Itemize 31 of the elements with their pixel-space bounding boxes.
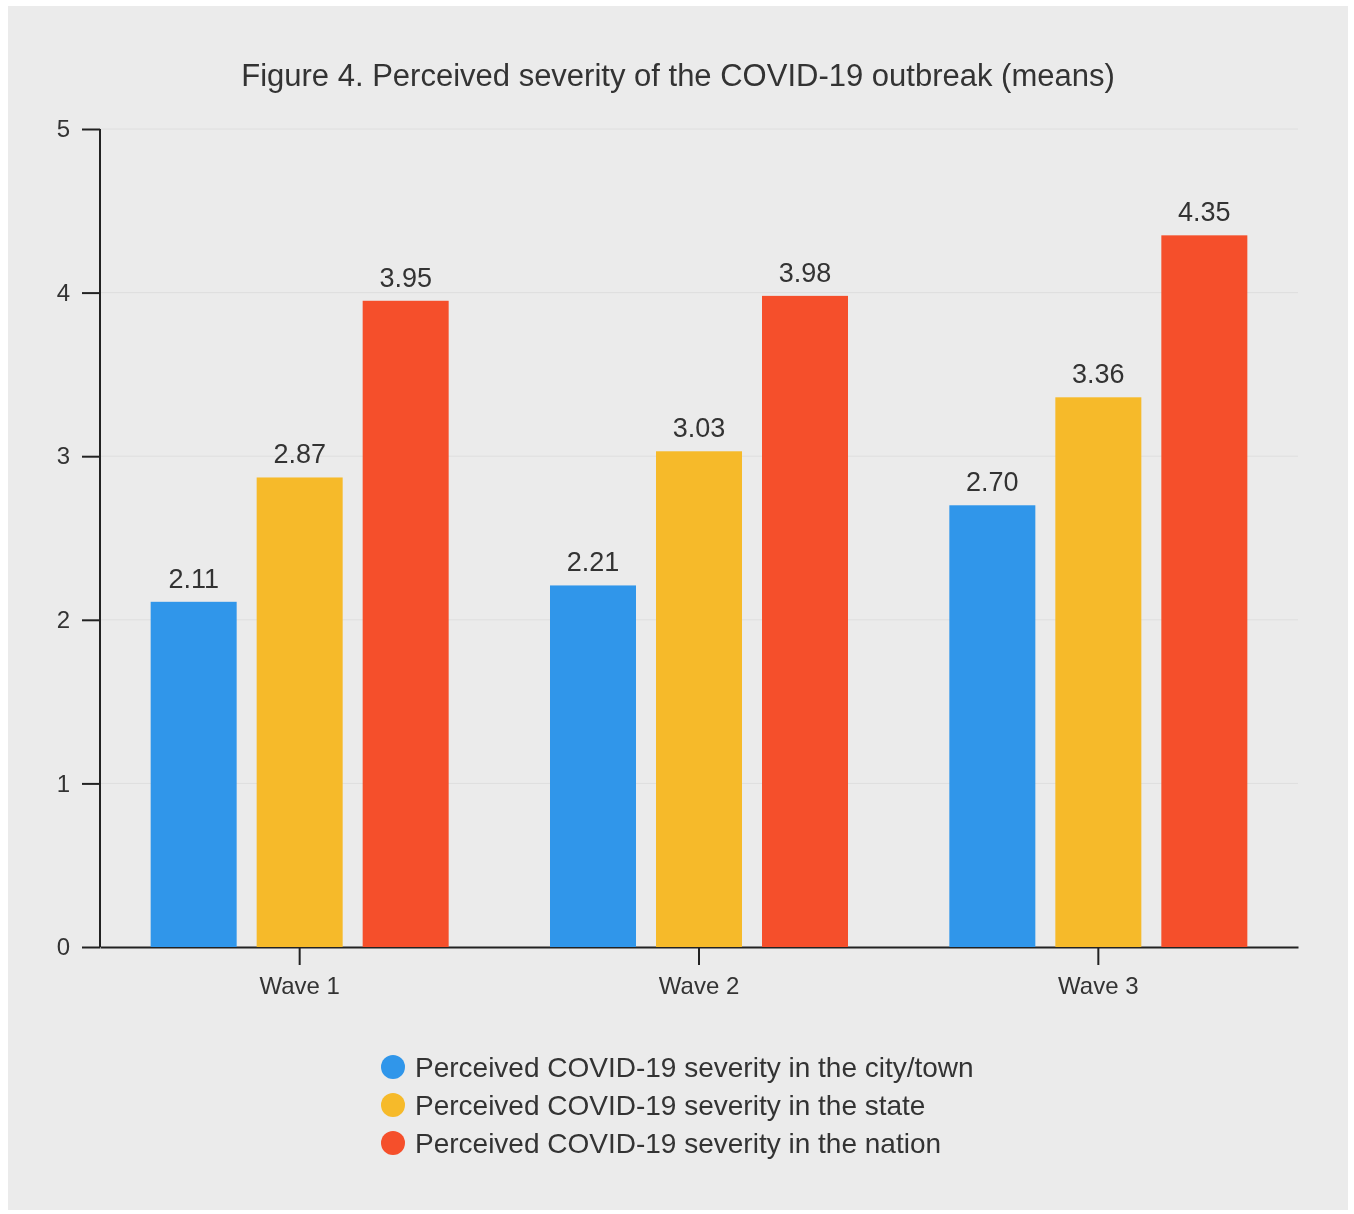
bar xyxy=(150,601,237,947)
text: 2.87 xyxy=(273,439,326,470)
bar xyxy=(256,477,343,947)
bar xyxy=(1055,397,1142,947)
text: 3.36 xyxy=(1072,359,1125,390)
text: 3.98 xyxy=(778,257,832,288)
y-tick-label: 4 xyxy=(56,278,70,306)
x-tick-label: Wave 2 xyxy=(658,972,740,1000)
legend-label: Perceived COVID-19 severity in the nation xyxy=(415,1128,942,1159)
y-tick-label: 1 xyxy=(56,769,70,797)
text: 2.11 xyxy=(168,563,219,594)
y-tick-label: 3 xyxy=(56,442,70,470)
text: 2.70 xyxy=(966,467,1019,498)
text: 3.95 xyxy=(379,262,432,293)
legend-label: Perceived COVID-19 severity in the state xyxy=(415,1090,926,1121)
bar xyxy=(550,585,636,947)
y-tick-label: 2 xyxy=(56,605,70,633)
x-tick-label: Wave 1 xyxy=(259,972,340,1000)
text: 3.03 xyxy=(672,413,726,444)
bar xyxy=(762,295,848,947)
bar xyxy=(656,451,742,947)
text: 4.35 xyxy=(1178,197,1231,228)
x-tick-label: Wave 3 xyxy=(1058,972,1139,1000)
legend-label: Perceived COVID-19 severity in the city/town xyxy=(415,1052,974,1083)
y-tick-label: 0 xyxy=(56,933,70,961)
bar xyxy=(949,505,1036,947)
y-tick-label: 5 xyxy=(56,115,70,143)
bar xyxy=(1161,235,1248,947)
bar xyxy=(362,300,449,947)
text: 2.21 xyxy=(566,547,620,578)
chart-title: Figure 4. Perceived severity of the COVID-19 outbreak (means) xyxy=(241,58,1115,93)
